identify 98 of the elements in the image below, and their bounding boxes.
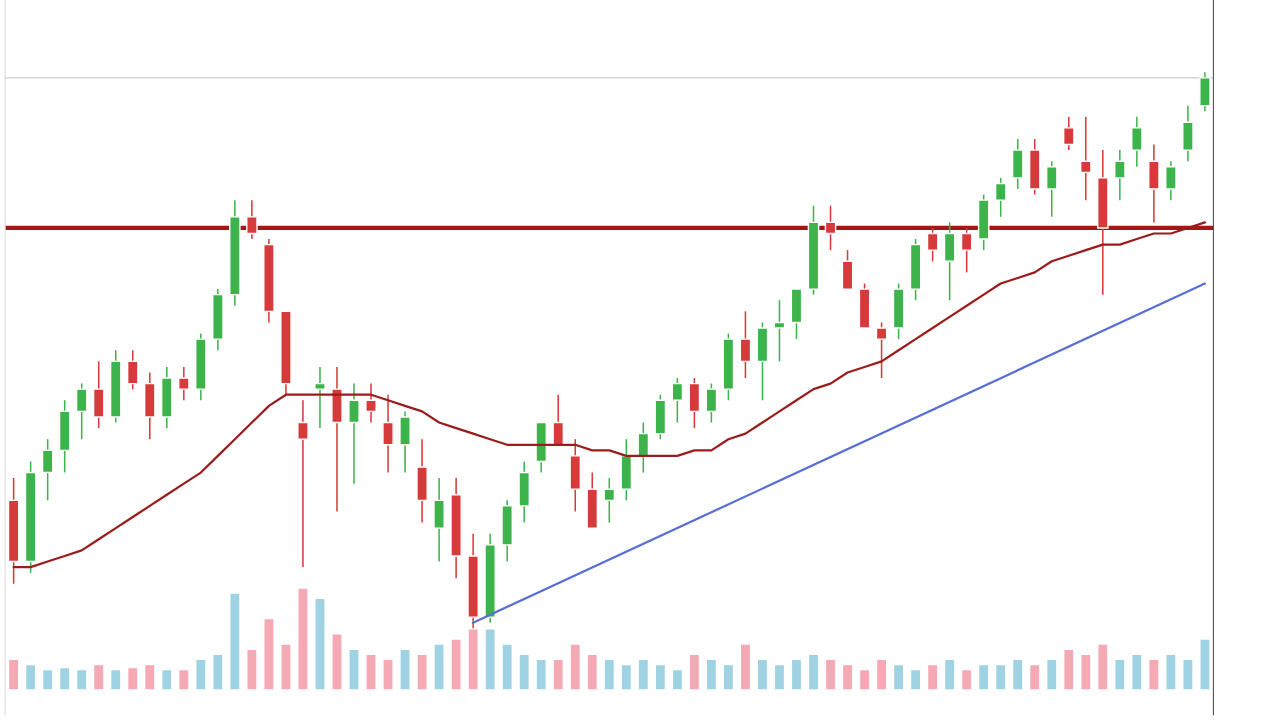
bar: [756, 658, 769, 690]
bar: [1165, 653, 1177, 690]
candlestick: [773, 299, 786, 363]
bar: [297, 588, 309, 690]
bar: [348, 648, 360, 690]
bar: [501, 643, 513, 690]
bar: [212, 653, 224, 690]
bar: [126, 666, 139, 690]
bar: [75, 668, 88, 690]
candlestick: [75, 382, 88, 440]
bar: [977, 663, 990, 690]
bar: [450, 638, 462, 690]
candlestick: [1045, 160, 1058, 218]
bar: [92, 663, 105, 690]
candlestick: [1079, 115, 1092, 201]
bar: [586, 653, 599, 690]
candlestick: [246, 199, 258, 240]
bar: [382, 658, 394, 690]
bar: [467, 628, 479, 690]
bar: [535, 658, 548, 690]
candlestick: [603, 477, 616, 524]
bar: [109, 668, 122, 690]
bar: [841, 663, 854, 690]
bar: [994, 663, 1007, 690]
candlestick: [1165, 160, 1177, 201]
candlestick: [382, 393, 394, 474]
bar: [552, 658, 565, 690]
candlestick: [297, 399, 309, 568]
candlestick: [739, 310, 752, 379]
bar: [773, 663, 786, 690]
bar: [229, 592, 241, 690]
candlestick: [314, 366, 326, 429]
bar: [178, 668, 190, 690]
candlestick: [705, 382, 718, 424]
bar: [790, 658, 803, 690]
candlestick: [994, 177, 1007, 218]
bar: [620, 663, 633, 690]
candlestick: [178, 366, 190, 402]
candlestick: [671, 377, 684, 424]
bar: [1182, 658, 1194, 690]
bar: [433, 643, 445, 690]
candlestick: [1131, 115, 1143, 168]
bar: [160, 668, 173, 690]
bar: [637, 658, 650, 690]
bar: [569, 643, 582, 690]
bar: [858, 668, 871, 690]
bar: [824, 658, 837, 690]
bar: [1045, 658, 1058, 690]
bar: [603, 658, 616, 690]
bar: [365, 653, 377, 690]
bar: [484, 628, 496, 690]
bar: [143, 663, 156, 690]
candlestick: [126, 349, 139, 390]
bar: [263, 617, 275, 690]
bar: [1199, 638, 1211, 690]
bar: [705, 658, 718, 690]
candlestick: [875, 321, 888, 379]
bar: [654, 663, 667, 690]
bar: [1011, 658, 1024, 690]
bar: [671, 668, 684, 690]
bar: [1131, 653, 1143, 690]
bar: [875, 658, 888, 690]
bar: [246, 648, 258, 690]
bar: [909, 668, 922, 690]
bar: [518, 653, 530, 690]
bar: [1114, 658, 1126, 690]
bar: [1097, 643, 1109, 690]
candlestick: [926, 227, 939, 263]
bar: [24, 663, 37, 690]
bar: [399, 648, 411, 690]
bar: [807, 653, 820, 690]
bar: [7, 658, 20, 690]
bar: [195, 658, 207, 690]
bar: [960, 668, 973, 690]
bar: [314, 597, 326, 690]
bar: [688, 653, 701, 690]
candlestick: [365, 382, 377, 424]
bar: [722, 663, 735, 690]
bar: [416, 653, 428, 690]
bar: [331, 633, 343, 690]
bar: [739, 643, 752, 690]
candlestick: [1062, 115, 1075, 151]
bar: [58, 666, 71, 690]
candlestick: [960, 227, 973, 274]
bar: [41, 668, 54, 690]
bar: [1079, 653, 1092, 690]
candlestick: [41, 438, 54, 502]
bar: [1062, 648, 1075, 690]
bar: [892, 663, 905, 690]
candlestick: [1114, 149, 1126, 201]
bar: [943, 658, 956, 690]
candlestick: [824, 204, 837, 251]
bar: [1148, 658, 1160, 690]
candlestick: [552, 393, 565, 446]
bar: [280, 643, 292, 690]
bar: [1028, 663, 1041, 690]
bar: [926, 663, 939, 690]
candlestick: [348, 382, 360, 485]
